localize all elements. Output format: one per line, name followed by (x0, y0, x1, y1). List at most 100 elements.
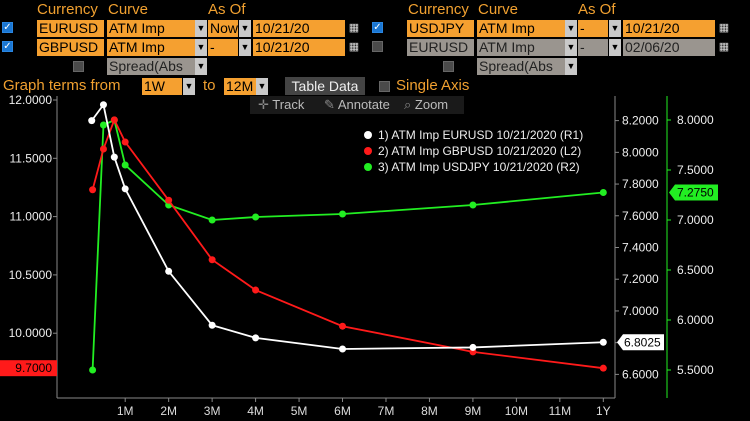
y-tick-label: 7.8000 (622, 177, 659, 191)
calendar-icon[interactable]: ▦ (718, 41, 730, 53)
chevron-down-icon[interactable]: ▼ (195, 58, 207, 75)
data-point (121, 161, 129, 169)
legend-label: 1) ATM Imp EURUSD 10/21/2020 (R1) (378, 128, 583, 142)
spread-curve-field[interactable]: Spread(Abs (477, 58, 565, 75)
series-line (91, 118, 604, 371)
y-tick-label: 7.5000 (677, 163, 714, 177)
from-term-field[interactable]: 1W (142, 78, 182, 95)
legend-label: 2) ATM Imp GBPUSD 10/21/2020 (L2) (378, 144, 581, 158)
chevron-down-icon[interactable]: ▼ (609, 20, 621, 37)
x-tick-label: 10M (505, 404, 528, 418)
y-tick-label: 7.0000 (622, 304, 659, 318)
eurusd-compare-checkbox[interactable] (372, 41, 383, 52)
y-tick-label: 7.4000 (622, 241, 659, 255)
last-value-labels: 6.8025 7.2750 9.7000 (0, 184, 718, 377)
single-axis-checkbox[interactable] (379, 81, 390, 92)
y-tick-label: 11.0000 (10, 210, 53, 224)
x-axis: 1M 2M 3M 4M 5M 6M 7M 8M 9M 10M 11M 1Y (117, 398, 611, 418)
data-point (599, 189, 607, 196)
curve-field[interactable]: ATM Imp (107, 39, 195, 56)
table-data-button[interactable]: Table Data (285, 77, 365, 95)
data-point (339, 210, 347, 218)
eurusd-checkbox[interactable]: ✓ (2, 22, 13, 33)
curve-field[interactable]: ATM Imp (477, 39, 565, 56)
data-point (165, 267, 173, 275)
y-tick-label: 5.5000 (677, 363, 714, 377)
asof-mode-field[interactable]: - (578, 39, 608, 56)
track-tool[interactable]: ✛ Track (258, 97, 304, 113)
chevron-down-icon[interactable]: ▼ (239, 20, 251, 37)
spread-checkbox[interactable] (443, 61, 454, 72)
data-point (599, 364, 607, 372)
y-tick-label: 10.0000 (9, 326, 53, 340)
legend-marker (364, 147, 372, 155)
chevron-down-icon[interactable]: ▼ (195, 20, 207, 37)
asof-header-left: As Of (208, 1, 246, 18)
data-point (99, 121, 107, 129)
asof-mode-field[interactable]: - (208, 39, 238, 56)
last-value-tag (617, 334, 664, 351)
y-tick-label: 10.5000 (9, 268, 53, 282)
data-point (121, 138, 129, 146)
date-field[interactable]: 10/21/20 (253, 39, 345, 56)
chevron-down-icon[interactable]: ▼ (609, 39, 621, 56)
data-point (252, 213, 260, 221)
data-point (208, 321, 216, 329)
y-axis-left: 12.0000 11.5000 11.0000 10.5000 10.0000 (9, 93, 57, 340)
data-point (599, 338, 607, 346)
y-tick-label: 6.5000 (677, 263, 714, 277)
y-tick-label: 7.6000 (622, 209, 659, 223)
chevron-down-icon[interactable]: ▼ (565, 20, 577, 37)
curve-field[interactable]: ATM Imp (107, 20, 195, 37)
chevron-down-icon[interactable]: ▼ (565, 58, 577, 75)
data-point (110, 153, 118, 161)
asof-mode-field[interactable]: Now (208, 20, 238, 37)
chevron-down-icon[interactable]: ▼ (565, 39, 577, 56)
x-tick-label: 5M (291, 404, 308, 418)
asof-mode-field[interactable]: - (578, 20, 608, 37)
legend-label: 3) ATM Imp USDJPY 10/21/2020 (R2) (378, 160, 580, 174)
spread-curve-field[interactable]: Spread(Abs (107, 58, 195, 75)
y-tick-label: 6.0000 (677, 313, 714, 327)
single-axis-label: Single Axis (396, 77, 470, 94)
chevron-down-icon[interactable]: ▼ (195, 39, 207, 56)
date-field[interactable]: 10/21/20 (253, 20, 345, 37)
x-tick-label: 9M (465, 404, 482, 418)
gbpusd-checkbox[interactable]: ✓ (2, 41, 13, 52)
date-field[interactable]: 02/06/20 (623, 39, 715, 56)
track-label: Track (272, 97, 305, 112)
to-term-field[interactable]: 12M (224, 78, 256, 95)
series-group (88, 101, 607, 374)
spread-checkbox[interactable] (73, 61, 84, 72)
currency-field[interactable]: GBPUSD (37, 39, 104, 56)
crosshair-icon: ✛ (258, 97, 269, 112)
currency-field[interactable]: EURUSD (407, 39, 474, 56)
chevron-down-icon[interactable]: ▼ (183, 78, 195, 95)
data-point (469, 201, 477, 209)
currency-field[interactable]: USDJPY (407, 20, 474, 37)
last-value-tag (0, 360, 57, 377)
calendar-icon[interactable]: ▦ (348, 41, 360, 53)
y-tick-label: 11.5000 (10, 151, 53, 165)
chevron-down-icon[interactable]: ▼ (239, 39, 251, 56)
zoom-tool[interactable]: ⌕ Zoom (404, 97, 448, 113)
currency-field[interactable]: EURUSD (37, 20, 104, 37)
zoom-label: Zoom (414, 97, 449, 112)
y-tick-label: 12.0000 (9, 93, 53, 107)
chart-toolbar: ✛ Track ✎ Annotate ⌕ Zoom (250, 96, 464, 114)
x-tick-label: 7M (378, 404, 395, 418)
date-field[interactable]: 10/21/20 (623, 20, 715, 37)
data-point (89, 186, 97, 194)
curve-header-right: Curve (478, 1, 519, 18)
calendar-icon[interactable]: ▦ (718, 22, 730, 34)
data-point (339, 322, 347, 330)
data-point (208, 216, 216, 224)
usdjpy-checkbox[interactable]: ✓ (372, 22, 383, 33)
chevron-down-icon[interactable]: ▼ (256, 78, 268, 95)
curve-field[interactable]: ATM Imp (477, 20, 565, 37)
y-tick-label: 7.0000 (677, 213, 714, 227)
last-value-label: 6.8025 (624, 335, 661, 349)
annotate-tool[interactable]: ✎ Annotate (324, 97, 390, 113)
calendar-icon[interactable]: ▦ (348, 22, 360, 34)
